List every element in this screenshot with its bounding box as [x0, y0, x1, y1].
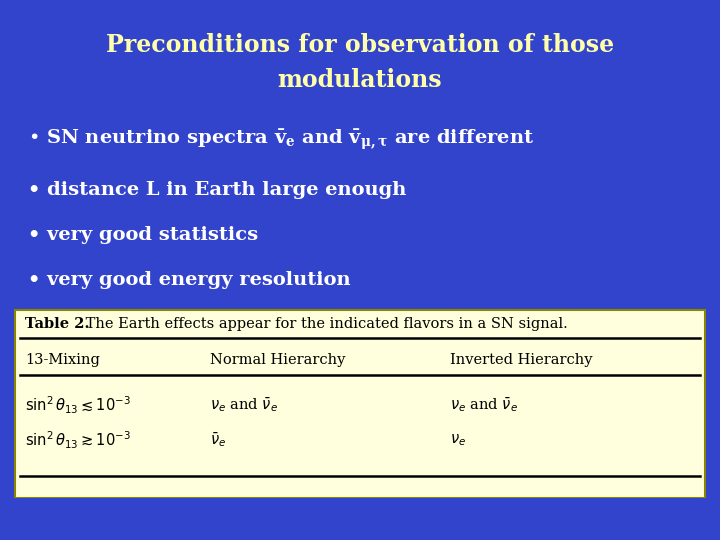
- Text: • very good statistics: • very good statistics: [28, 226, 258, 244]
- Text: Preconditions for observation of those: Preconditions for observation of those: [106, 33, 614, 57]
- Text: $\sin^2\theta_{13} \lesssim 10^{-3}$: $\sin^2\theta_{13} \lesssim 10^{-3}$: [25, 394, 131, 416]
- Text: $\nu_e$: $\nu_e$: [450, 432, 466, 448]
- Text: modulations: modulations: [278, 68, 442, 92]
- Bar: [0, 498, 720, 540]
- Text: • distance L in Earth large enough: • distance L in Earth large enough: [28, 181, 406, 199]
- Text: Normal Hierarchy: Normal Hierarchy: [210, 353, 346, 367]
- Text: $\nu_e$ and $\bar{\nu}_e$: $\nu_e$ and $\bar{\nu}_e$: [210, 396, 278, 414]
- Text: • very good energy resolution: • very good energy resolution: [28, 271, 351, 289]
- Text: • SN neutrino spectra $\mathregular{\bar{v}_e}$ and $\mathregular{\bar{v}_{\mu,\: • SN neutrino spectra $\mathregular{\bar…: [28, 128, 534, 152]
- Text: The Earth effects appear for the indicated flavors in a SN signal.: The Earth effects appear for the indicat…: [81, 317, 568, 331]
- Text: Inverted Hierarchy: Inverted Hierarchy: [450, 353, 593, 367]
- Text: $\bar{\nu}_e$: $\bar{\nu}_e$: [210, 430, 226, 449]
- Text: 13-Mixing: 13-Mixing: [25, 353, 100, 367]
- Text: Table 2.: Table 2.: [25, 317, 89, 331]
- Text: $\nu_e$ and $\bar{\nu}_e$: $\nu_e$ and $\bar{\nu}_e$: [450, 396, 518, 414]
- FancyBboxPatch shape: [15, 310, 705, 498]
- Text: $\sin^2\theta_{13} \gtrsim 10^{-3}$: $\sin^2\theta_{13} \gtrsim 10^{-3}$: [25, 429, 131, 451]
